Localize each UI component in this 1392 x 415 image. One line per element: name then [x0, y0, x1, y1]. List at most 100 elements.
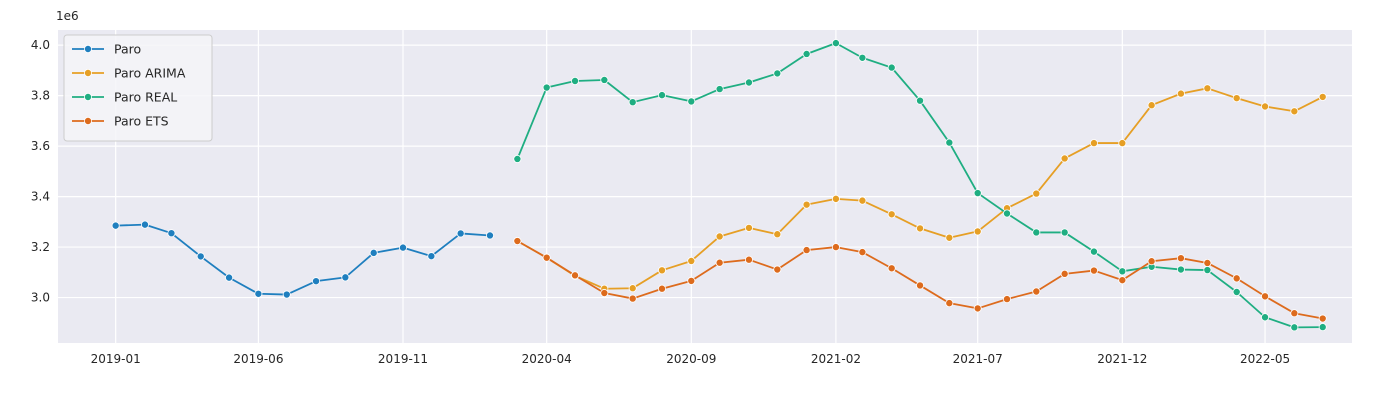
data-point — [715, 85, 724, 94]
data-point — [744, 223, 753, 232]
data-point — [1176, 265, 1185, 274]
data-point — [945, 299, 954, 308]
y-tick-label: 3.2 — [31, 240, 50, 254]
data-point — [427, 252, 436, 261]
data-point — [369, 248, 378, 257]
legend-label: Paro ARIMA — [114, 66, 186, 81]
x-tick-label: 2020-09 — [666, 352, 716, 366]
data-point — [1176, 89, 1185, 98]
data-point — [1002, 295, 1011, 304]
data-point — [945, 138, 954, 147]
data-point — [1232, 274, 1241, 283]
data-point — [802, 49, 811, 58]
data-point — [858, 196, 867, 205]
data-point — [1118, 276, 1127, 285]
data-point — [1318, 92, 1327, 101]
data-point — [1232, 288, 1241, 297]
data-point — [600, 75, 609, 84]
data-point — [773, 230, 782, 239]
data-point — [628, 98, 637, 107]
data-point — [858, 248, 867, 257]
data-point — [1290, 323, 1299, 332]
data-point — [1060, 154, 1069, 163]
data-point — [973, 304, 982, 313]
data-point — [916, 281, 925, 290]
data-point — [399, 243, 408, 252]
data-point — [1261, 102, 1270, 111]
data-point — [282, 290, 291, 299]
series-paro — [111, 220, 494, 299]
data-point — [916, 96, 925, 105]
y-tick-label: 3.8 — [31, 89, 50, 103]
data-point — [485, 231, 494, 240]
data-point — [1176, 254, 1185, 263]
x-tick-label: 2019-01 — [91, 352, 141, 366]
data-point — [773, 265, 782, 274]
x-tick-label: 2019-11 — [378, 352, 428, 366]
data-point — [1060, 269, 1069, 278]
data-point — [1290, 309, 1299, 318]
data-point — [513, 154, 522, 163]
data-point — [831, 39, 840, 48]
legend-label: Paro ETS — [114, 114, 169, 129]
data-point — [196, 252, 205, 261]
legend-label: Paro REAL — [114, 90, 177, 105]
data-point — [1089, 247, 1098, 256]
data-point — [831, 243, 840, 252]
data-point — [715, 232, 724, 241]
data-point — [887, 210, 896, 219]
data-point — [1203, 84, 1212, 93]
x-tick-label: 2019-06 — [233, 352, 283, 366]
x-tick-label: 2022-05 — [1240, 352, 1290, 366]
data-point — [973, 227, 982, 236]
data-point — [831, 194, 840, 203]
data-point — [1147, 257, 1156, 266]
data-point — [1203, 266, 1212, 275]
data-point — [1002, 209, 1011, 218]
data-point — [1032, 189, 1041, 198]
data-point — [1089, 266, 1098, 275]
data-point — [802, 246, 811, 255]
data-point — [687, 97, 696, 106]
data-point — [973, 189, 982, 198]
legend-swatch-marker — [84, 45, 93, 54]
data-point — [1261, 292, 1270, 301]
data-point — [715, 258, 724, 267]
data-point — [1118, 139, 1127, 148]
data-point — [858, 53, 867, 62]
data-point — [254, 289, 263, 298]
legend-label: Paro — [114, 42, 141, 57]
y-axis-offset-label: 1e6 — [56, 9, 79, 23]
legend: Paro Paro ARIMA Paro REAL Paro ETS — [63, 34, 213, 142]
data-point — [773, 69, 782, 78]
data-point — [628, 284, 637, 293]
data-point — [657, 266, 666, 275]
data-point — [1232, 94, 1241, 103]
x-tick-label: 2020-04 — [522, 352, 572, 366]
data-point — [341, 273, 350, 282]
y-tick-label: 3.4 — [31, 190, 50, 204]
data-point — [1060, 228, 1069, 237]
data-point — [1203, 258, 1212, 267]
data-point — [887, 264, 896, 273]
data-point — [887, 63, 896, 72]
y-tick-label: 4.0 — [31, 38, 50, 52]
data-point — [225, 273, 234, 282]
data-point — [542, 253, 551, 262]
data-point — [1118, 267, 1127, 276]
data-point — [513, 237, 522, 246]
data-point — [628, 294, 637, 303]
data-point — [600, 289, 609, 298]
series-paro-ets — [513, 237, 1327, 323]
x-tick-label: 2021-02 — [811, 352, 861, 366]
series-line — [115, 223, 491, 296]
legend-swatch-marker — [84, 69, 93, 78]
data-point — [657, 91, 666, 100]
data-point — [802, 200, 811, 209]
data-point — [1032, 287, 1041, 296]
data-point — [571, 271, 580, 280]
data-point — [571, 76, 580, 85]
data-point — [1290, 107, 1299, 116]
data-point — [1261, 313, 1270, 322]
